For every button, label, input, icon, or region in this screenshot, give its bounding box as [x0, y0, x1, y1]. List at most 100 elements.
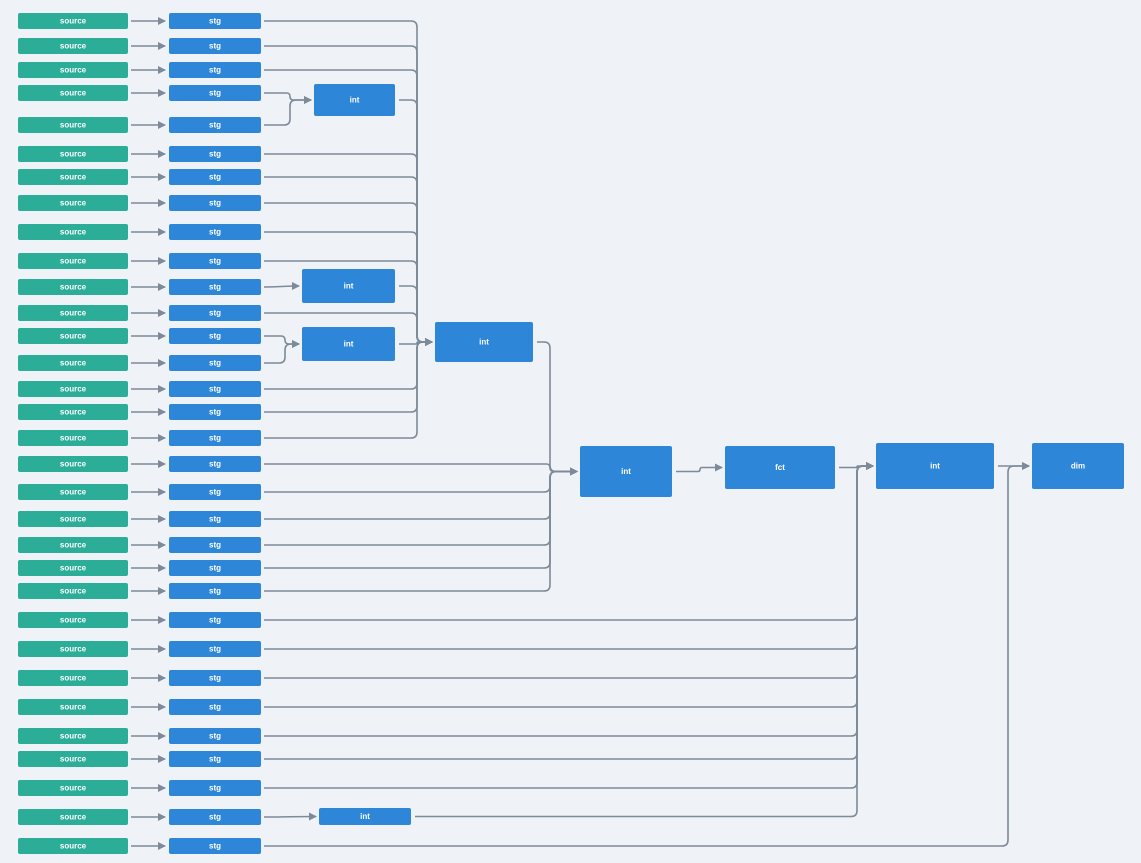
stg-node: stg [169, 699, 261, 715]
source-node-label: source [60, 515, 87, 524]
source-node-box [18, 169, 128, 185]
model-node-label: dim [1071, 462, 1085, 471]
source-node: source [18, 699, 128, 715]
stg-node: stg [169, 305, 261, 321]
source-node: source [18, 169, 128, 185]
source-node: source [18, 751, 128, 767]
stg-node-box [169, 279, 261, 295]
model-node: fct [725, 446, 835, 489]
stg-node-box [169, 62, 261, 78]
stg-node: stg [169, 780, 261, 796]
source-node-label: source [60, 42, 87, 51]
source-node-label: source [60, 150, 87, 159]
stg-node-box [169, 728, 261, 744]
stg-node-label: stg [209, 309, 221, 318]
stg-node-box [169, 85, 261, 101]
source-node: source [18, 537, 128, 553]
edge [263, 812, 317, 821]
model-node: int [314, 84, 395, 116]
stg-node-box [169, 537, 261, 553]
source-node-box [18, 253, 128, 269]
stg-node-label: stg [209, 199, 221, 208]
source-node-label: source [60, 434, 87, 443]
source-node-label: source [60, 228, 87, 237]
source-node: source [18, 511, 128, 527]
source-node-label: source [60, 587, 87, 596]
model-node-box [725, 446, 835, 489]
source-node: source [18, 381, 128, 397]
stg-node: stg [169, 484, 261, 500]
source-node-box [18, 699, 128, 715]
source-node-box [18, 279, 128, 295]
source-node-box [18, 511, 128, 527]
stg-node: stg [169, 560, 261, 576]
source-node-box [18, 456, 128, 472]
stg-node-box [169, 670, 261, 686]
edge [676, 463, 723, 473]
source-node-label: source [60, 309, 87, 318]
source-node: source [18, 328, 128, 344]
source-node-box [18, 484, 128, 500]
source-node-box [18, 13, 128, 29]
stg-node-label: stg [209, 755, 221, 764]
source-node-box [18, 328, 128, 344]
source-node: source [18, 809, 128, 825]
stg-node: stg [169, 279, 261, 295]
stg-node-box [169, 305, 261, 321]
stg-node: stg [169, 809, 261, 825]
stg-node-box [169, 780, 261, 796]
source-node-label: source [60, 199, 87, 208]
source-node-label: source [60, 645, 87, 654]
source-node-box [18, 809, 128, 825]
model-node-box [314, 84, 395, 116]
stg-node-label: stg [209, 121, 221, 130]
stg-node-box [169, 641, 261, 657]
edge [264, 467, 578, 546]
stg-node-box [169, 511, 261, 527]
stg-node-label: stg [209, 89, 221, 98]
stg-node-box [169, 484, 261, 500]
edge [264, 462, 874, 760]
edge [264, 335, 300, 348]
stg-node-label: stg [209, 434, 221, 443]
stg-node: stg [169, 13, 261, 29]
source-node-box [18, 404, 128, 420]
stg-node: stg [169, 169, 261, 185]
model-node: int [580, 446, 672, 497]
source-node: source [18, 560, 128, 576]
stg-node: stg [169, 62, 261, 78]
source-node-box [18, 583, 128, 599]
edges [131, 17, 1030, 850]
source-node-box [18, 381, 128, 397]
edge [264, 467, 578, 493]
edge [264, 463, 578, 476]
edge [264, 462, 1030, 847]
stg-node: stg [169, 253, 261, 269]
stg-node-label: stg [209, 488, 221, 497]
stg-node-label: stg [209, 703, 221, 712]
stg-node: stg [169, 430, 261, 446]
source-node-label: source [60, 564, 87, 573]
edge [264, 96, 312, 126]
stg-node-label: stg [209, 460, 221, 469]
source-node-label: source [60, 488, 87, 497]
model-node: int [876, 443, 994, 489]
edge [537, 341, 578, 476]
stg-node-box [169, 381, 261, 397]
edge [264, 462, 874, 789]
source-node-label: source [60, 66, 87, 75]
source-node-box [18, 195, 128, 211]
stg-node-box [169, 612, 261, 628]
source-node: source [18, 224, 128, 240]
model-node-label: int [350, 96, 360, 105]
stg-node: stg [169, 328, 261, 344]
stg-node-box [169, 456, 261, 472]
source-node-label: source [60, 784, 87, 793]
model-node-box [435, 322, 533, 362]
stg-node-label: stg [209, 42, 221, 51]
edge [264, 462, 874, 737]
stg-node-label: stg [209, 332, 221, 341]
edge [264, 467, 578, 592]
source-node: source [18, 305, 128, 321]
